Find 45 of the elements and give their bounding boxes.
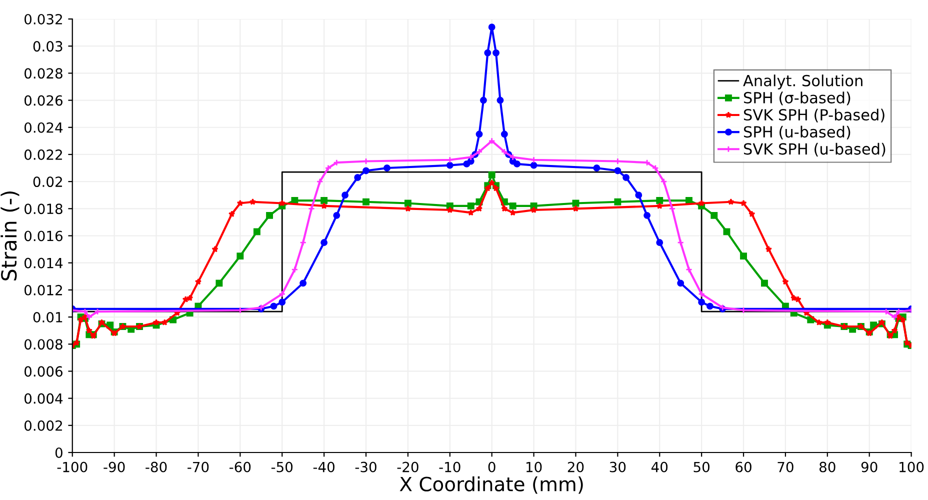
y-tick-label: 0 [55,447,62,458]
y-tick-label: 0.008 [24,339,62,350]
x-tick-label: -70 [188,462,209,472]
x-tick-label: 20 [568,462,584,472]
legend-label: SVK SPH (u-based) [744,142,886,157]
y-tick-label: 0.004 [24,393,63,404]
x-tick-label: 100 [900,462,924,472]
y-tick-label: 0.026 [24,95,62,106]
y-tick-label: 0.014 [24,258,63,268]
y-tick-label: 0.002 [24,420,62,431]
x-tick-label: -90 [104,462,125,472]
y-tick-label: 0.01 [33,312,62,323]
x-tick-label: -100 [57,462,88,472]
y-tick-label: 0.016 [24,230,62,242]
legend-label: SPH (σ-based) [744,92,850,106]
y-axis-title: Strain (-) [0,191,20,280]
y-tick-label: 0.024 [24,122,63,133]
y-tick-label: 0.03 [33,41,62,52]
y-tick-label: 0.022 [24,149,62,160]
y-tick-label: 0.012 [24,284,62,296]
x-tick-label: 30 [610,462,626,472]
x-tick-label: 0 [488,462,496,472]
x-tick-label: -50 [271,462,293,472]
y-tick-label: 0.018 [24,204,62,214]
x-tick-label: -30 [355,462,376,472]
x-axis-title: X Coordinate (mm) [400,476,583,494]
legend-label: SVK SPH (P-based) [744,108,884,122]
x-tick-label: -40 [313,462,334,472]
x-tick-label: 50 [694,462,710,472]
x-tick-label: 70 [778,462,794,472]
x-tick-label: 10 [526,462,542,472]
x-tick-label: -20 [397,462,418,472]
y-tick-label: 0.006 [24,366,62,377]
y-tick-label: 0.02 [33,176,62,188]
y-tick-label: 0.028 [24,68,62,79]
x-tick-label: 80 [820,462,836,472]
x-tick-label: 90 [861,462,878,472]
legend-label: SPH (u-based) [744,126,850,140]
x-tick-label: 60 [736,462,752,472]
x-tick-label: 40 [651,462,668,472]
legend-label: Analyt. Solution [743,74,862,90]
y-tick-label: 0.032 [24,14,62,24]
x-tick-label: -60 [230,462,251,472]
x-tick-label: -10 [439,462,460,472]
x-tick-label: -80 [146,462,167,472]
